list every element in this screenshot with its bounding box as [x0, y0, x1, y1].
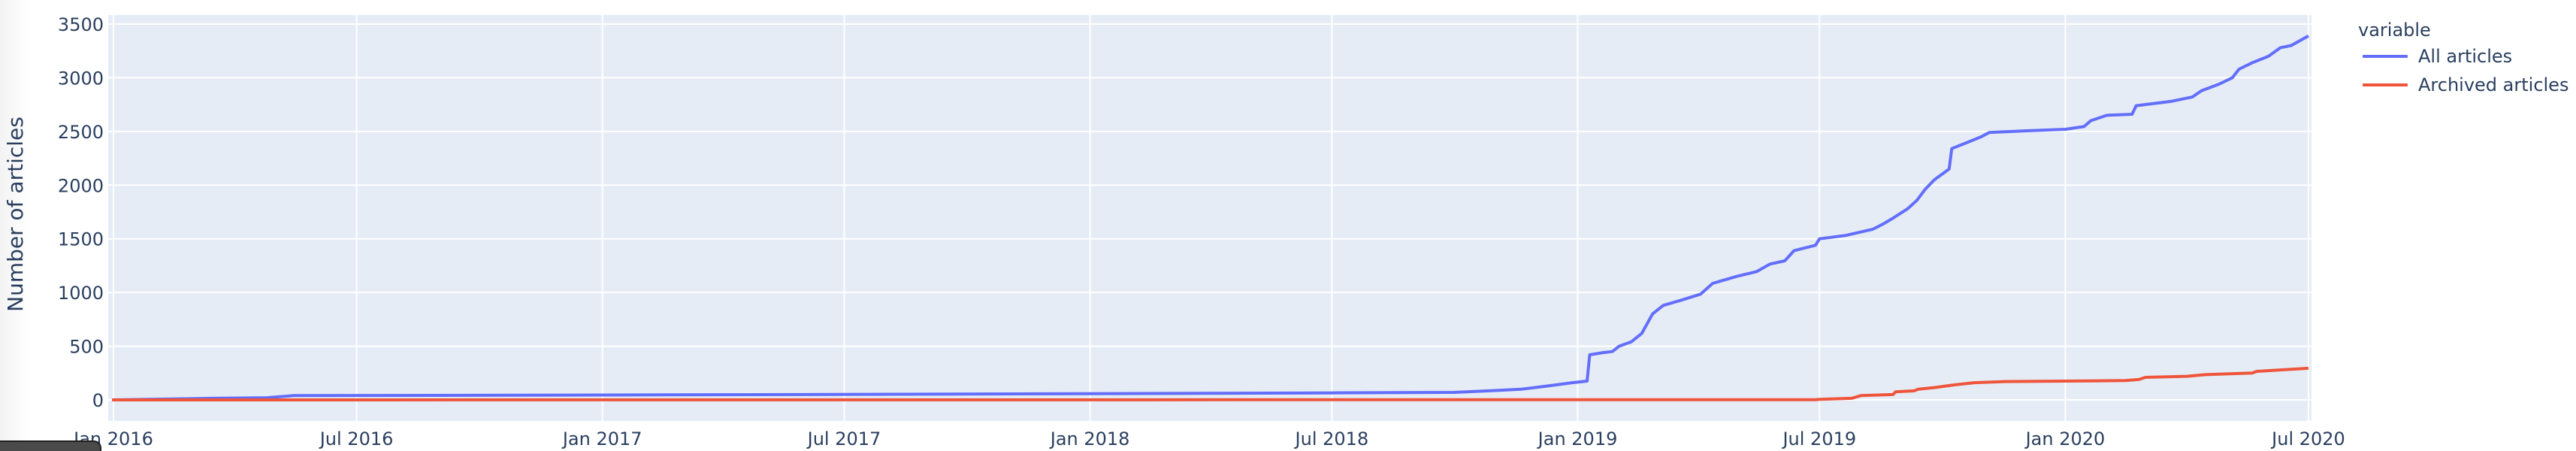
x-tick-label: Jan 2019: [1537, 428, 1618, 449]
series-line-all-articles[interactable]: [112, 34, 2309, 401]
legend-swatch-all-articles-icon: [2363, 55, 2408, 58]
left-edge-shade: [0, 0, 30, 451]
legend-title: variable: [2358, 20, 2431, 41]
legend-item-archived-articles[interactable]: Archived articles: [2358, 71, 2568, 99]
y-axis-title: Number of articles: [3, 117, 28, 312]
series-lines: [112, 34, 2309, 401]
y-tick-label: 1500: [58, 229, 104, 250]
legend-label: All articles: [2418, 46, 2513, 67]
x-tick-label: Jan 2017: [561, 428, 642, 449]
legend-label: Archived articles: [2418, 74, 2569, 95]
x-tick-label: Jul 2016: [319, 428, 394, 449]
legend-item-all-articles[interactable]: All articles: [2358, 42, 2568, 71]
x-axis-tick-labels: Jan 2016 Jul 2016 Jan 2017 Jul 2017 Jan 2018…: [72, 428, 2345, 449]
x-tick-label: Jan 2020: [2024, 428, 2106, 449]
y-tick-label: 1000: [58, 283, 104, 304]
y-tick-label: 2500: [58, 122, 104, 143]
x-tick-label: Jan 2018: [1049, 428, 1130, 449]
x-tick-label: Jul 2020: [2270, 428, 2345, 449]
legend: variable All articles Archived articles: [2358, 18, 2568, 99]
x-gridlines: [113, 15, 2309, 421]
bottom-left-status-box: [0, 440, 101, 451]
y-tick-label: 500: [69, 337, 104, 358]
legend-swatch-archived-articles-icon: [2363, 83, 2408, 86]
x-tick-label: Jul 2019: [1781, 428, 1856, 449]
x-tick-label: Jul 2018: [1294, 428, 1369, 449]
y-tick-label: 0: [92, 390, 104, 411]
y-tick-label: 3500: [58, 14, 104, 35]
y-axis-tick-labels: 0 500 1000 1500 2000 2500 3000 3500: [58, 14, 104, 411]
series-line-archived-articles[interactable]: [112, 366, 2309, 401]
plot-area[interactable]: [108, 15, 2311, 421]
y-tick-label: 3000: [58, 68, 104, 89]
y-tick-label: 2000: [58, 175, 104, 196]
x-tick-label: Jul 2017: [806, 428, 881, 449]
